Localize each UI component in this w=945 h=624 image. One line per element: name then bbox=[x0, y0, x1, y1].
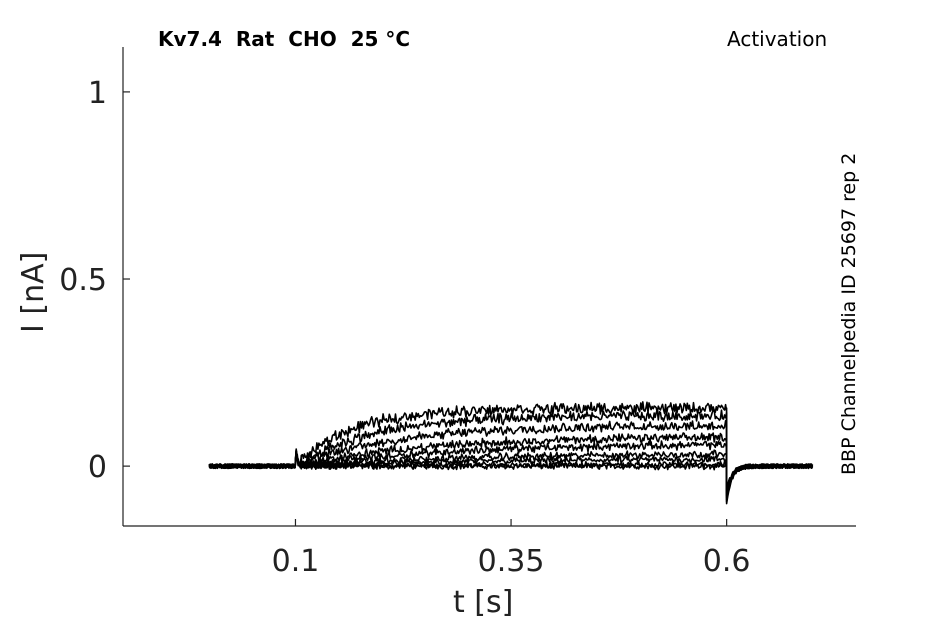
y-tick-label: 1 bbox=[88, 76, 107, 111]
axes: 0 0.5 1 0.1 0.35 0.6 bbox=[59, 47, 856, 579]
x-tick-label: 0.35 bbox=[478, 544, 545, 579]
source-id-label: BBP Channelpedia ID 25697 rep 2 bbox=[838, 152, 860, 475]
chart-title: Kv7.4 Rat CHO 25 °C bbox=[158, 27, 411, 51]
current-trace-3 bbox=[208, 449, 813, 494]
current-trace-5 bbox=[208, 440, 814, 497]
x-axis-label: t [s] bbox=[453, 585, 514, 620]
current-trace-2 bbox=[208, 449, 814, 492]
current-trace-9 bbox=[208, 401, 814, 505]
x-tick-label: 0.1 bbox=[272, 544, 320, 579]
current-trace-7 bbox=[208, 420, 814, 501]
x-tick-label: 0.6 bbox=[703, 544, 751, 579]
y-tick-label: 0.5 bbox=[59, 263, 107, 298]
traces bbox=[208, 401, 814, 505]
y-axis-label: I [nA] bbox=[16, 251, 51, 333]
current-trace-4 bbox=[208, 449, 814, 495]
protocol-label: Activation bbox=[727, 27, 828, 51]
current-trace-8 bbox=[208, 409, 814, 503]
y-tick-label: 0 bbox=[88, 450, 107, 485]
